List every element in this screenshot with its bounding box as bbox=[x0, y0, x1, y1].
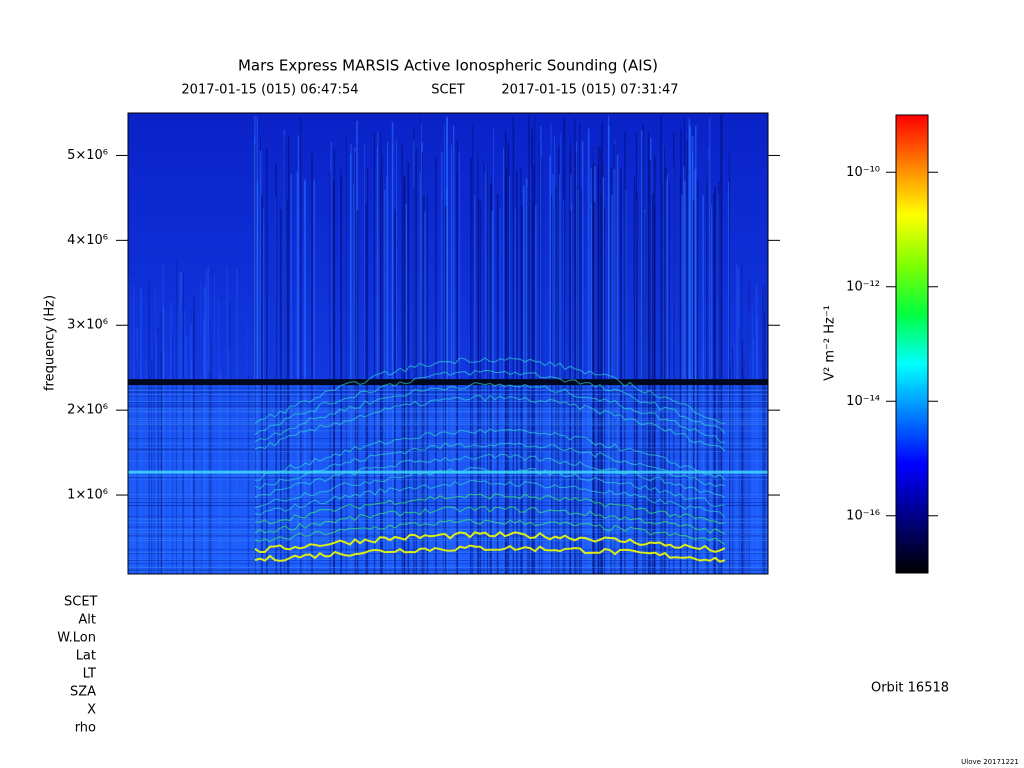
texture-trace bbox=[254, 530, 726, 554]
texture-cyan-band bbox=[128, 470, 768, 474]
texture-trace bbox=[254, 382, 726, 443]
colorbar-tick-label: 10⁻¹⁰ bbox=[846, 165, 880, 180]
ephemeris-row-label: Lat bbox=[76, 649, 96, 664]
texture-black-band bbox=[128, 379, 768, 386]
texture-trace bbox=[254, 442, 726, 490]
y-axis-label: frequency (Hz) bbox=[43, 295, 58, 391]
plot-frame bbox=[127, 112, 769, 575]
texture-trace bbox=[254, 480, 726, 518]
colorbar bbox=[895, 114, 929, 574]
y-tick-label: 3×10⁶ bbox=[67, 318, 108, 333]
texture-trace bbox=[254, 369, 726, 435]
ephemeris-row-label: SZA bbox=[70, 685, 96, 700]
texture-trace bbox=[254, 453, 726, 498]
texture-trace bbox=[254, 428, 726, 481]
colorbar-label: V² m⁻² Hz⁻¹ bbox=[823, 305, 838, 381]
colorbar-tick-label: 10⁻¹⁶ bbox=[846, 508, 880, 523]
ephemeris-row-label: X bbox=[87, 703, 96, 718]
ephemeris-row-label: Alt bbox=[78, 613, 96, 628]
texture-trace bbox=[254, 467, 726, 509]
texture-trace bbox=[254, 394, 726, 452]
y-tick-label: 1×10⁶ bbox=[67, 488, 108, 503]
colorbar-tick-label: 10⁻¹⁴ bbox=[846, 394, 880, 409]
texture-trace bbox=[254, 357, 726, 425]
subtitle-frame: SCET bbox=[431, 83, 465, 98]
texture-trace bbox=[254, 493, 726, 525]
chart-title: Mars Express MARSIS Active Ionospheric S… bbox=[238, 57, 658, 75]
ephemeris-x-label: SCET bbox=[64, 595, 98, 610]
ephemeris-row-label: W.Lon bbox=[57, 631, 96, 646]
ephemeris-row-label: rho bbox=[75, 721, 96, 736]
texture-trace bbox=[254, 544, 726, 563]
orbit-label: Orbit 16518 bbox=[871, 681, 949, 696]
y-tick-label: 2×10⁶ bbox=[67, 403, 108, 418]
texture-trace bbox=[254, 505, 726, 535]
subtitle-start: 2017-01-15 (015) 06:47:54 bbox=[181, 83, 358, 98]
credit: Ulove 20171221 bbox=[961, 758, 1019, 766]
ephemeris-row-label: LT bbox=[83, 667, 96, 682]
texture-trace bbox=[254, 519, 726, 546]
y-tick-label: 4×10⁶ bbox=[67, 233, 108, 248]
spectrogram bbox=[128, 113, 768, 574]
colorbar-tick-label: 10⁻¹² bbox=[846, 279, 880, 294]
y-tick-label: 5×10⁶ bbox=[67, 148, 108, 163]
subtitle-end: 2017-01-15 (015) 07:31:47 bbox=[501, 83, 678, 98]
